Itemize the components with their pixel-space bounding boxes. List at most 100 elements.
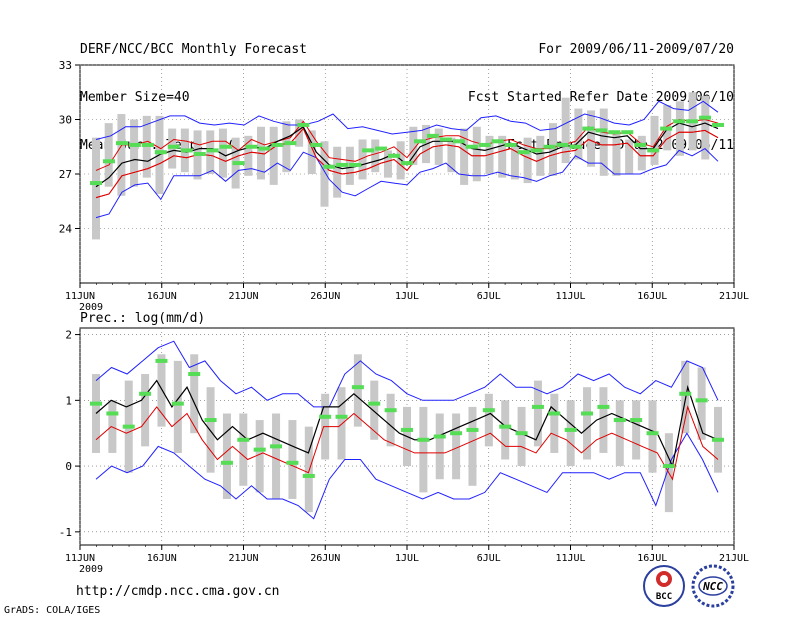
prec-xtick-label: 16JUN: [147, 553, 177, 564]
temp-median-mark: [556, 142, 569, 147]
footer-url: http://cmdp.ncc.cma.gov.cn: [76, 584, 280, 599]
temp-box: [637, 135, 646, 171]
temp-median-mark: [582, 126, 595, 131]
temp-xtick-label: 6JUL: [477, 291, 501, 302]
prec-box: [419, 406, 428, 493]
ncc-logo: NCC: [691, 564, 735, 608]
prec-median-mark: [401, 427, 413, 432]
prec-box: [386, 393, 395, 447]
temp-median-mark: [673, 119, 686, 124]
temp-xtick-label: 21JUL: [719, 291, 749, 302]
prec-xtick-label: 11JUN: [65, 553, 95, 564]
temp-box: [536, 135, 545, 176]
prec-median-mark: [286, 460, 299, 465]
prec-median-mark: [220, 460, 233, 465]
prec-box: [583, 387, 592, 460]
prec-box: [222, 413, 231, 499]
prec-median-mark: [630, 418, 643, 423]
temp-box: [460, 128, 469, 185]
temp-box: [599, 108, 608, 176]
prec-box: [370, 380, 379, 440]
precipitation-panel: -1 0 1 2 11JUN 16JUN 21JUN 26JUN 1JUL 6JUL 11JUL 16…: [59, 327, 749, 575]
prec-box: [435, 413, 444, 480]
temp-box: [218, 128, 227, 178]
prec-median-mark: [188, 372, 201, 377]
temp-box: [244, 135, 253, 176]
prec-median-mark: [466, 427, 479, 432]
prec-median-mark: [319, 414, 332, 419]
temp-box: [625, 139, 634, 174]
prec-xtick-label: 16JUL: [637, 553, 667, 564]
temp-box: [447, 137, 456, 173]
temp-median-mark: [478, 142, 491, 147]
prec-box: [632, 400, 641, 460]
prec-ytick-label: 0: [65, 460, 72, 473]
prec-box: [141, 374, 150, 447]
prec-median-mark: [253, 447, 266, 452]
prec-median-mark: [122, 424, 135, 429]
prec-median-mark: [204, 418, 217, 423]
temp-median-mark: [452, 139, 465, 144]
temp-box: [675, 101, 684, 156]
prec-median-mark: [613, 418, 626, 423]
temperature-panel: 24 27 30 33 11JUN 16JUN 21JUN 26JUN 1JUL 6JUL 11JU…: [59, 59, 749, 313]
temp-box: [510, 144, 519, 180]
temp-box: [396, 141, 405, 180]
prec-box: [190, 354, 199, 434]
prec-box: [550, 393, 559, 453]
header-member-size: Member Size=40: [80, 90, 190, 105]
temp-median-mark: [491, 139, 504, 144]
temp-box: [472, 126, 481, 182]
prec-median-mark: [564, 427, 577, 432]
ncc-logo-text: NCC: [702, 580, 723, 593]
header-start-date: Fcst Started Refer Date 2009/06/10: [467, 90, 734, 105]
temp-box: [358, 139, 367, 180]
prec-median-mark: [139, 391, 152, 396]
temp-median-mark: [90, 181, 102, 186]
temp-box: [307, 130, 316, 174]
temp-box: [104, 123, 113, 187]
temp-median-mark: [219, 144, 232, 149]
temp-median-mark: [284, 141, 297, 146]
prec-obs-line: [95, 405, 719, 481]
temp-median-mark: [115, 141, 128, 146]
prec-box: [206, 387, 215, 473]
prec-median-mark: [679, 391, 692, 396]
temp-median-mark: [530, 148, 543, 153]
prec-xtick-label: 26JUN: [310, 553, 340, 564]
temp-ytick-label: 27: [59, 168, 72, 181]
temp-xtick-label: 1JUL: [395, 291, 419, 302]
temp-median-mark: [465, 144, 478, 149]
prec-box: [501, 400, 510, 460]
temp-median-mark: [686, 119, 699, 124]
temp-median-mark: [634, 142, 647, 147]
temp-ytick-label: 30: [59, 114, 72, 127]
temp-median-mark: [167, 144, 180, 149]
prec-box: [468, 406, 477, 486]
bcc-logo: BCC: [643, 565, 685, 607]
prec-ytick-label: 1: [65, 394, 72, 407]
temp-box: [117, 114, 126, 196]
bcc-logo-swirl-center-icon: [660, 575, 668, 583]
prec-median-mark: [450, 431, 463, 436]
temp-median-mark: [608, 130, 621, 135]
temp-median-mark: [699, 115, 712, 120]
temp-box: [561, 97, 570, 164]
prec-box: [517, 406, 526, 467]
prec-median-mark: [531, 404, 544, 409]
temp-box: [574, 108, 583, 160]
temp-median-mark: [271, 142, 284, 147]
prec-box: [615, 400, 624, 467]
prec-box: [599, 387, 608, 453]
prec-median-mark: [482, 408, 495, 413]
temp-box: [371, 139, 380, 173]
temp-median-mark: [258, 146, 271, 151]
temp-median-mark: [712, 122, 724, 127]
temp-box: [434, 128, 443, 165]
prec-median-mark: [106, 411, 119, 416]
temp-box: [523, 137, 532, 184]
prec-median-mark: [646, 431, 659, 436]
prec-box: [288, 420, 297, 499]
ncc-logo-ring: [691, 564, 735, 608]
prec-median-mark: [662, 464, 675, 469]
